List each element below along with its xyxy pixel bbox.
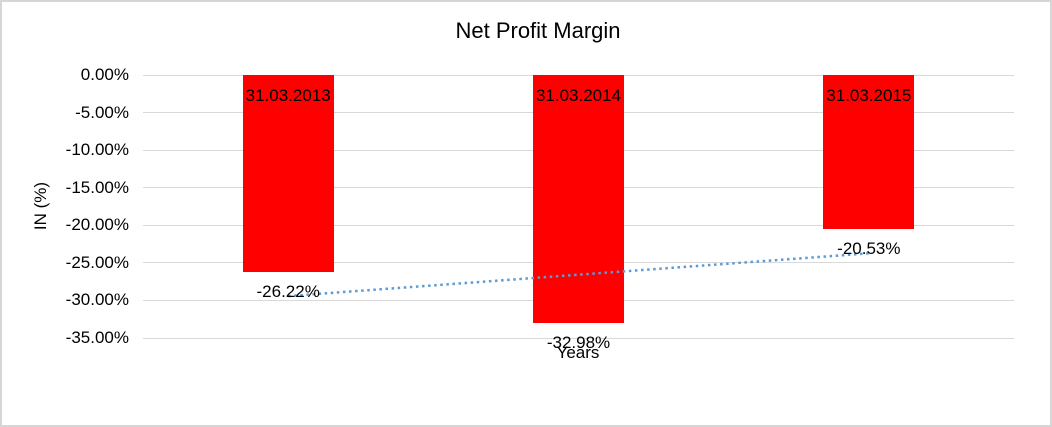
- y-tick-label: -15.00%: [65, 177, 129, 197]
- bar-31.03.2014: [533, 75, 624, 323]
- data-label: -32.98%: [546, 332, 611, 352]
- bar-31.03.2015: [823, 75, 915, 230]
- y-tick-label: -20.00%: [65, 215, 129, 235]
- category-label: 31.03.2014: [535, 86, 622, 105]
- category-label: 31.03.2015: [826, 86, 912, 105]
- y-tick-label: -5.00%: [75, 102, 129, 122]
- y-tick-label: -25.00%: [65, 252, 129, 272]
- chart-title: Net Profit Margin: [455, 18, 621, 43]
- category-label: 31.03.2013: [245, 86, 331, 105]
- gridline: [143, 337, 1014, 339]
- y-tick-label: -30.00%: [65, 290, 129, 310]
- y-tick-label: 0.00%: [80, 65, 129, 84]
- x-axis-title: Years: [556, 343, 600, 362]
- data-label: -26.22%: [256, 282, 320, 302]
- data-label: -20.53%: [837, 239, 901, 259]
- y-tick-label: -35.00%: [65, 328, 129, 347]
- bar-31.03.2013: [242, 75, 334, 273]
- y-tick-label: -10.00%: [65, 140, 129, 160]
